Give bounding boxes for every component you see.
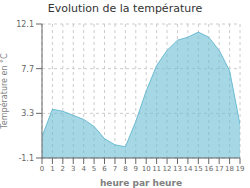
svg-text:14: 14 <box>183 165 192 173</box>
svg-text:7.7: 7.7 <box>21 65 34 74</box>
svg-text:4: 4 <box>81 165 86 173</box>
svg-text:12: 12 <box>163 165 172 173</box>
svg-text:heure par heure: heure par heure <box>100 178 182 188</box>
svg-text:3.3: 3.3 <box>21 109 34 118</box>
svg-text:11: 11 <box>152 165 161 173</box>
svg-text:2: 2 <box>61 165 65 173</box>
svg-text:18: 18 <box>225 165 234 173</box>
svg-text:8: 8 <box>123 165 127 173</box>
svg-text:16: 16 <box>204 165 213 173</box>
svg-text:7: 7 <box>113 165 117 173</box>
html-text:Evolution de la température: Evolution de la température <box>47 2 203 15</box>
svg-text:17: 17 <box>215 165 224 173</box>
svg-text:1: 1 <box>50 165 54 173</box>
svg-text:-1.1: -1.1 <box>18 154 34 163</box>
svg-text:Température en °C: Température en °C <box>0 53 9 130</box>
svg-text:10: 10 <box>142 165 151 173</box>
svg-text:15: 15 <box>194 165 203 173</box>
svg-text:9: 9 <box>134 165 138 173</box>
svg-text:5: 5 <box>92 165 96 173</box>
svg-text:13: 13 <box>173 165 182 173</box>
svg-text:6: 6 <box>102 165 107 173</box>
svg-text:19: 19 <box>236 165 245 173</box>
svg-text:0: 0 <box>40 165 44 173</box>
svg-text:12.1: 12.1 <box>16 20 34 29</box>
svg-text:3: 3 <box>71 165 75 173</box>
